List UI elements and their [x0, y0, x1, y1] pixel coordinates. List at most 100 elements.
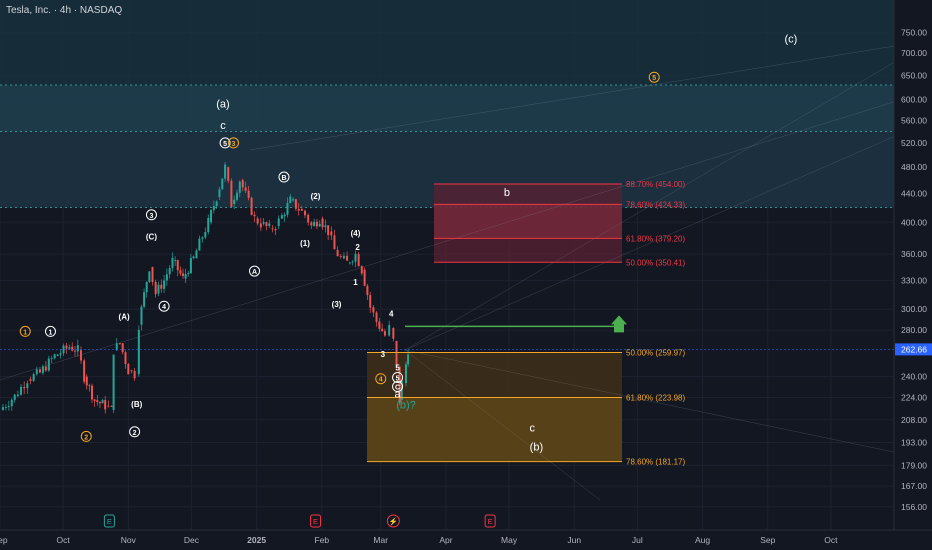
wave-label: (c) — [785, 34, 798, 46]
candle-body — [195, 250, 198, 259]
candle-body — [124, 352, 127, 364]
time-tick-label: Sep — [0, 535, 8, 545]
wave-circle — [129, 426, 141, 438]
time-tick-label: May — [501, 535, 518, 545]
candle-body — [221, 178, 224, 190]
candle-body — [357, 254, 360, 267]
wave-circle — [249, 265, 261, 277]
candle-body — [378, 321, 381, 329]
candle-body — [151, 266, 154, 283]
wave-label: 2 — [80, 430, 92, 442]
candle-body — [13, 394, 16, 400]
candle-body — [137, 329, 140, 375]
wave-label: (b)? — [396, 399, 416, 411]
candle-body — [233, 199, 236, 204]
wave-circle — [278, 171, 290, 183]
wave-text: 2 — [84, 434, 88, 441]
earnings-marker[interactable]: E — [103, 514, 115, 528]
candle-body — [115, 343, 118, 351]
wave-label: 1 — [19, 325, 31, 337]
candle-body — [212, 206, 215, 211]
fibonacci-levels: 88.70% (454.00) 78.60% (424.33) 61.80% (37… — [0, 180, 894, 467]
candle-body — [244, 187, 247, 191]
candle-body — [41, 366, 44, 373]
candle-body — [26, 383, 29, 389]
wave-label: 3 — [227, 137, 239, 149]
candle-body — [23, 386, 26, 389]
earnings-icon — [103, 514, 115, 528]
candle-body — [274, 228, 277, 231]
wave-text: a — [395, 389, 402, 401]
wave-text: (2) — [311, 192, 321, 201]
projection-line — [0, 89, 932, 381]
wave-text: (c) — [785, 34, 798, 46]
candle-body — [98, 402, 101, 404]
candle-body — [93, 399, 96, 401]
candle-body — [68, 347, 71, 349]
zone-upper — [0, 85, 894, 132]
symbol-title: Tesla, Inc. · 4h · NASDAQ — [6, 5, 123, 16]
wave-circle — [219, 137, 231, 149]
candle-body — [174, 260, 177, 261]
earnings-label: E — [488, 517, 493, 526]
wave-label: 3 — [381, 350, 386, 359]
candle-body — [324, 225, 327, 228]
candle-body — [56, 354, 59, 356]
time-tick-label: Feb — [315, 535, 330, 545]
price-tick-label: 400.00 — [901, 217, 927, 227]
wave-label: (C) — [146, 232, 157, 241]
wave-text: 4 — [389, 309, 394, 318]
candle-body — [207, 217, 210, 232]
earnings-label: E — [107, 517, 112, 526]
candle-body — [241, 180, 244, 188]
wave-label: (B) — [131, 400, 142, 409]
candle-body — [32, 374, 35, 381]
candle-body — [187, 273, 190, 274]
wave-circle — [19, 325, 31, 337]
earnings-marker[interactable]: E — [310, 514, 322, 528]
wave-circle — [648, 71, 660, 83]
candle-body — [354, 253, 357, 262]
candle-body — [283, 214, 286, 217]
price-tick-label: 280.00 — [901, 325, 927, 335]
candle-body — [62, 345, 65, 354]
wave-label: (2) — [311, 192, 321, 201]
candle-body — [76, 345, 79, 352]
candle-body — [157, 284, 160, 294]
wave-label: 4 — [375, 373, 387, 385]
wave-label: A — [249, 265, 261, 277]
earnings-icon — [310, 514, 322, 528]
wave-circle — [375, 373, 387, 385]
time-tick-label: Jul — [632, 535, 643, 545]
time-tick-label: Oct — [824, 535, 838, 545]
wave-text: B — [281, 175, 286, 182]
price-tick-label: 300.00 — [901, 304, 927, 314]
support-box-top — [367, 352, 622, 398]
wave-label: (4) — [351, 229, 361, 238]
candle-body — [47, 358, 50, 371]
fib-level-label: 88.70% (454.00) — [626, 180, 685, 189]
earnings-marker[interactable]: E — [484, 514, 496, 528]
earnings-marker[interactable]: ⚡ — [386, 514, 400, 528]
analysis-zones — [0, 0, 894, 462]
wave-text: c — [529, 423, 535, 435]
candle-body — [96, 400, 99, 403]
candle-body — [366, 285, 369, 296]
candle-body — [289, 196, 292, 203]
wave-label: (1) — [300, 239, 310, 248]
candle-body — [184, 273, 187, 279]
candle-body — [74, 350, 77, 352]
candle-body — [133, 370, 136, 379]
price-tick-label: 179.00 — [901, 460, 927, 470]
earnings-label: E — [313, 517, 318, 526]
fib-level-label: 61.80% (223.98) — [626, 394, 685, 403]
wave-text: (A) — [119, 312, 130, 321]
earnings-label: ⚡ — [389, 517, 398, 526]
candle-body — [101, 400, 104, 404]
fib-level-label: 50.00% (350.41) — [626, 258, 685, 267]
event-markers[interactable]: E E ⚡ E — [103, 514, 496, 528]
candle-body — [83, 360, 86, 382]
candle-body — [286, 202, 289, 215]
wave-circle — [227, 137, 239, 149]
